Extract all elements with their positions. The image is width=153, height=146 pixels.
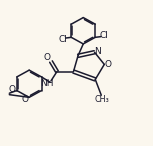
- Text: N: N: [94, 47, 101, 56]
- Text: O: O: [44, 53, 51, 62]
- Text: NH: NH: [40, 79, 54, 87]
- Text: CH₃: CH₃: [95, 95, 109, 104]
- Text: Cl: Cl: [58, 35, 67, 44]
- Text: O: O: [21, 95, 28, 104]
- Text: O: O: [105, 60, 112, 69]
- Text: O: O: [9, 85, 16, 94]
- Text: Cl: Cl: [99, 31, 108, 40]
